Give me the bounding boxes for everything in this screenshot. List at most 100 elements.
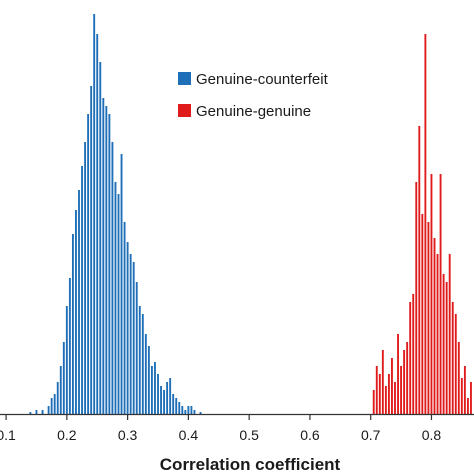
bar-genuine-genuine-21 (436, 254, 439, 414)
bar-genuine-genuine-6 (391, 358, 393, 414)
bar-genuine-genuine-14 (415, 182, 418, 414)
bar-genuine-counterfeit-4 (50, 398, 53, 414)
bar-genuine-genuine-18 (427, 222, 430, 414)
bar-genuine-counterfeit-32 (135, 282, 138, 414)
bar-genuine-genuine-23 (442, 274, 445, 414)
bar-genuine-counterfeit-7 (59, 366, 62, 414)
bar-genuine-genuine-29 (460, 378, 463, 414)
bar-genuine-counterfeit-50 (190, 406, 193, 414)
bar-genuine-counterfeit-8 (62, 342, 65, 414)
bar-genuine-genuine-19 (430, 174, 433, 414)
bar-genuine-counterfeit-35 (144, 334, 147, 414)
bar-genuine-counterfeit-15 (84, 142, 87, 414)
bar-genuine-counterfeit-51 (193, 410, 196, 414)
bar-genuine-counterfeit-23 (108, 114, 111, 414)
bar-genuine-counterfeit-48 (184, 410, 187, 414)
bar-genuine-counterfeit-5 (53, 394, 56, 414)
bar-genuine-counterfeit-30 (129, 254, 132, 414)
x-tick-label-5: 0.6 (300, 427, 320, 443)
legend-label-genuine-genuine: Genuine-genuine (196, 103, 311, 120)
bar-genuine-counterfeit-21 (102, 98, 105, 414)
x-tick-label-0: 0.1 (0, 427, 16, 443)
bar-genuine-counterfeit-43 (169, 378, 172, 414)
bar-genuine-genuine-3 (381, 350, 384, 414)
bar-genuine-counterfeit-16 (87, 114, 90, 414)
bar-genuine-counterfeit-22 (105, 106, 108, 414)
bar-genuine-genuine-11 (406, 342, 409, 414)
bar-genuine-genuine-24 (445, 282, 448, 414)
bar-genuine-genuine-15 (418, 126, 421, 414)
bar-genuine-counterfeit-10 (68, 278, 71, 414)
bar-genuine-counterfeit-18 (93, 14, 96, 414)
bar-genuine-counterfeit-11 (71, 234, 74, 414)
bar-genuine-counterfeit-27 (120, 154, 123, 414)
legend: Genuine-counterfeit Genuine-genuine (178, 71, 329, 120)
bar-genuine-counterfeit-2 (41, 410, 44, 414)
legend-swatch-genuine-counterfeit (178, 72, 191, 85)
bar-genuine-counterfeit-26 (117, 194, 120, 414)
bar-genuine-counterfeit-13 (78, 190, 80, 414)
bar-genuine-genuine-4 (384, 386, 387, 414)
bar-genuine-genuine-30 (463, 366, 466, 414)
bar-genuine-counterfeit-6 (56, 382, 59, 414)
bar-genuine-counterfeit-24 (111, 142, 114, 414)
bar-genuine-genuine-10 (403, 350, 406, 414)
x-tick-label-1: 0.2 (57, 427, 77, 443)
bar-genuine-genuine-7 (394, 382, 396, 414)
x-tick-label-3: 0.4 (179, 427, 199, 443)
bar-genuine-counterfeit-34 (141, 314, 144, 414)
bar-genuine-genuine-17 (424, 34, 427, 414)
bar-genuine-counterfeit-41 (163, 390, 166, 414)
bar-genuine-counterfeit-47 (181, 406, 184, 414)
bar-genuine-counterfeit-33 (138, 306, 141, 414)
bar-genuine-counterfeit-19 (96, 34, 99, 414)
bar-genuine-counterfeit-46 (178, 402, 181, 414)
legend-label-genuine-counterfeit: Genuine-counterfeit (196, 71, 329, 88)
bar-genuine-genuine-25 (448, 254, 451, 414)
bar-genuine-counterfeit-0 (29, 412, 32, 414)
bar-genuine-counterfeit-37 (150, 366, 153, 414)
bar-genuine-genuine-27 (454, 314, 457, 414)
bar-genuine-genuine-31 (466, 398, 469, 414)
bar-genuine-genuine-5 (387, 374, 390, 414)
bar-genuine-genuine-20 (433, 238, 436, 414)
bar-genuine-counterfeit-38 (154, 362, 156, 414)
bar-genuine-counterfeit-49 (187, 406, 190, 414)
bar-genuine-counterfeit-39 (157, 374, 159, 414)
bar-genuine-counterfeit-17 (90, 86, 93, 414)
x-tick-label-2: 0.3 (118, 427, 138, 443)
bar-genuine-counterfeit-40 (160, 386, 162, 414)
x-axis-label: Correlation coefficient (160, 455, 341, 474)
bar-genuine-counterfeit-29 (126, 242, 129, 414)
bar-genuine-counterfeit-44 (172, 394, 175, 414)
bar-genuine-genuine-13 (412, 294, 415, 414)
bar-genuine-genuine-26 (451, 302, 454, 414)
bar-genuine-genuine-12 (409, 302, 412, 414)
bar-genuine-genuine-32 (470, 382, 472, 414)
legend-swatch-genuine-genuine (178, 104, 191, 117)
x-ticks: 0.1 0.2 0.3 0.4 0.5 0.6 0.7 0.8 (0, 414, 441, 443)
bar-genuine-counterfeit-52 (199, 412, 202, 414)
bar-genuine-counterfeit-36 (147, 346, 150, 414)
bar-genuine-genuine-16 (421, 214, 424, 414)
bar-genuine-counterfeit-3 (47, 406, 50, 414)
bar-genuine-counterfeit-31 (132, 262, 135, 414)
bar-genuine-counterfeit-25 (114, 182, 117, 414)
bar-genuine-counterfeit-9 (65, 306, 68, 414)
bar-genuine-genuine-22 (439, 174, 442, 414)
bar-genuine-genuine-0 (372, 390, 375, 414)
bar-genuine-counterfeit-42 (166, 382, 169, 414)
bar-genuine-counterfeit-45 (175, 398, 178, 414)
x-tick-label-4: 0.5 (239, 427, 259, 443)
x-tick-label-7: 0.8 (422, 427, 442, 443)
bars-layer (29, 14, 472, 414)
bar-genuine-counterfeit-12 (75, 210, 77, 414)
bar-genuine-counterfeit-20 (99, 62, 102, 414)
bar-genuine-genuine-9 (400, 366, 403, 414)
bar-genuine-genuine-28 (457, 342, 460, 414)
bar-genuine-genuine-8 (397, 334, 399, 414)
bar-genuine-counterfeit-28 (123, 222, 126, 414)
bar-genuine-counterfeit-14 (81, 166, 83, 414)
x-tick-label-6: 0.7 (361, 427, 381, 443)
